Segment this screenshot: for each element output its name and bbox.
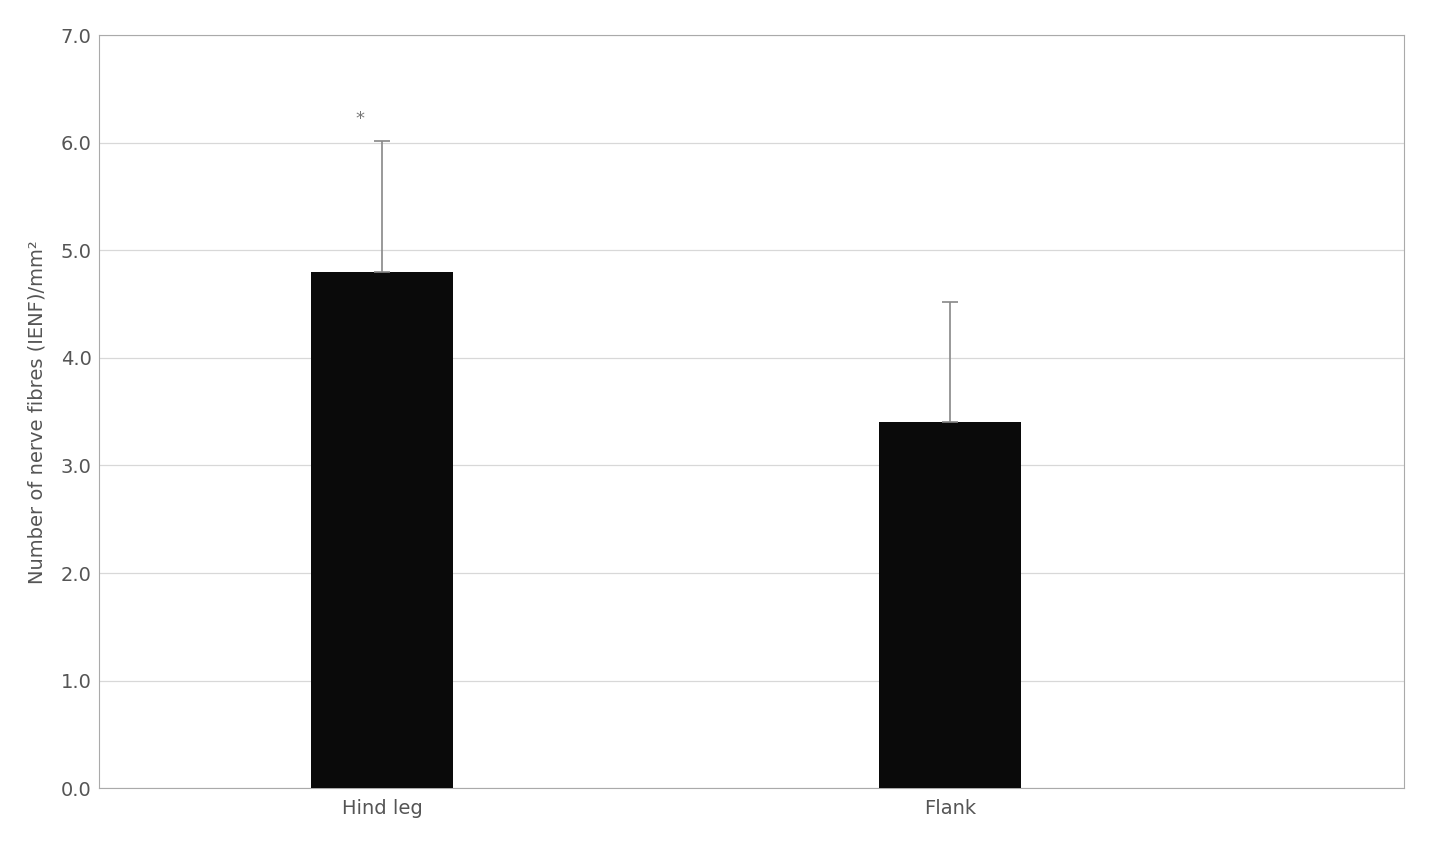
Text: *: * bbox=[355, 110, 364, 128]
Bar bbox=[879, 422, 1021, 788]
Bar bbox=[312, 272, 454, 788]
Y-axis label: Number of nerve fibres (IENF)/mm²: Number of nerve fibres (IENF)/mm² bbox=[27, 239, 47, 584]
